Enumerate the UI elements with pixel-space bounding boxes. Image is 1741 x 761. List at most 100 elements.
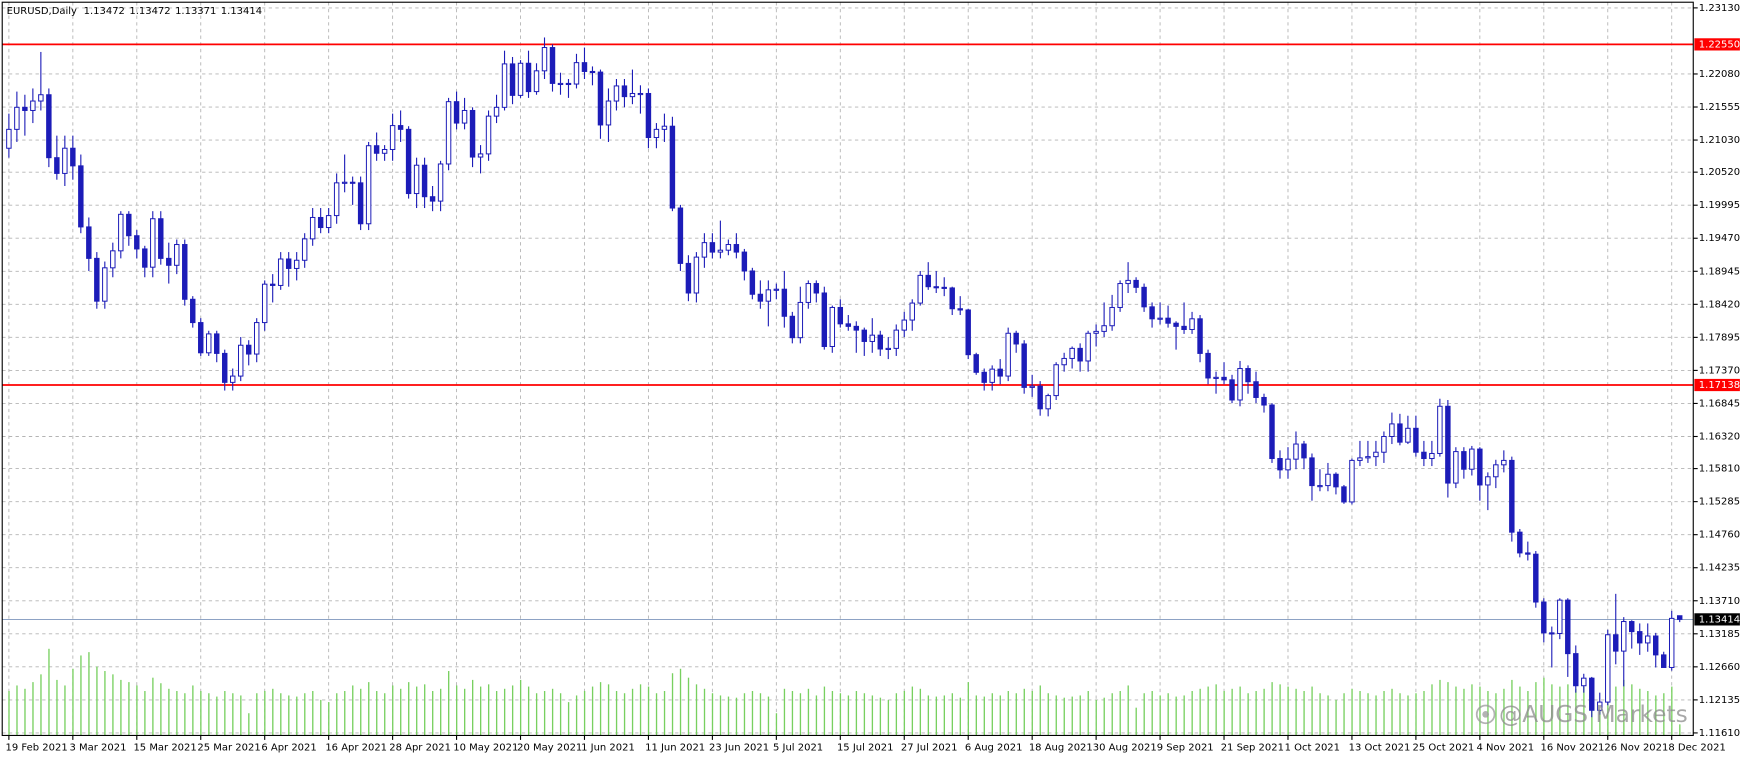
volume-bar <box>1655 695 1657 736</box>
candle-body-bear <box>685 262 692 294</box>
volume-bar <box>1647 691 1649 736</box>
candle-body-bull <box>381 148 388 154</box>
candle-body-bull <box>1085 332 1091 362</box>
volume-bar <box>104 671 106 736</box>
x-tick-label: 23 Jun 2021 <box>709 743 769 754</box>
candle-body-bull <box>389 125 396 150</box>
candle-body-bear <box>1173 322 1179 327</box>
header-close: 1.13414 <box>221 6 262 17</box>
volume-bar <box>376 691 378 736</box>
volume-bar <box>1559 686 1561 736</box>
candle-body-bull <box>1581 677 1587 687</box>
volume-bar <box>975 695 977 736</box>
candle-body-bear <box>877 334 883 350</box>
price-lines-layer <box>2 43 1694 620</box>
axis-labels-layer: 1.23130 1.22080 1.21555 1.21030 1.20520 1.199… <box>6 3 1741 754</box>
watermark-text: @AUGS Markets <box>1499 701 1688 728</box>
candle-body-bear <box>190 298 196 324</box>
volume-bar <box>519 679 522 736</box>
volume-bar <box>671 673 674 736</box>
volume-bar <box>767 696 770 736</box>
volume-bar <box>735 697 738 736</box>
candle-body-bull <box>1557 599 1563 634</box>
candle-body-bear <box>821 292 828 347</box>
y-tick-label: 1.15285 <box>1699 497 1740 508</box>
candle-body-bear <box>749 270 756 295</box>
volume-bar <box>823 686 826 736</box>
candle-body-bear <box>1629 621 1635 633</box>
candle-body-bear <box>1077 347 1083 362</box>
candle-body-bull <box>1325 473 1331 487</box>
candle-body-bull <box>1093 330 1099 334</box>
candle-body-bull <box>1189 318 1195 330</box>
volume-bar <box>695 684 698 736</box>
volume-bar <box>48 648 50 736</box>
volume-bar <box>1303 691 1305 736</box>
volume-bar <box>208 693 210 736</box>
candle-body-bear <box>1149 306 1155 320</box>
x-tick-label: 10 May 2021 <box>453 743 518 754</box>
volume-bar <box>416 686 418 736</box>
volume-bar <box>168 688 170 736</box>
candle-body-bull <box>797 301 804 339</box>
y-tick-label: 1.19995 <box>1699 200 1740 211</box>
volume-bar <box>679 668 682 736</box>
volume-bar <box>1183 695 1185 736</box>
candle-body-bull <box>661 125 668 130</box>
candle-body-bull <box>693 256 700 294</box>
candle-body-bear <box>1445 405 1451 484</box>
volume-bar <box>304 693 306 736</box>
candle-body-bull <box>1349 459 1355 503</box>
volume-bar <box>1367 693 1369 736</box>
volume-bar <box>1055 695 1057 736</box>
candle-body-bear <box>182 244 188 300</box>
volume-bar <box>16 685 18 736</box>
candle-body-bear <box>357 182 364 225</box>
volume-bar <box>935 696 938 736</box>
candle-body-bear <box>22 106 28 111</box>
candle-body-bear <box>1525 552 1531 555</box>
volume-bar <box>1023 688 1025 736</box>
candle-body-bear <box>1037 385 1043 410</box>
candle-body-bear <box>1541 601 1547 634</box>
candle-body-bull <box>1053 364 1059 397</box>
candle-body-bear <box>317 216 324 229</box>
y-tick-label: 1.23130 <box>1699 3 1740 14</box>
candle-body-bear <box>134 235 140 250</box>
candle-body-bull <box>917 274 923 304</box>
candle-body-bear <box>925 274 931 288</box>
volume-bar <box>352 685 354 736</box>
candle-body-bear <box>245 344 252 355</box>
y-tick-label: 1.17895 <box>1699 332 1740 343</box>
volume-bar <box>991 693 993 736</box>
y-tick-label: 1.14760 <box>1699 530 1740 541</box>
volume-bar <box>144 691 146 736</box>
candle-body-bull <box>150 218 156 268</box>
volume-bar <box>216 696 218 736</box>
candle-body-bull <box>1293 443 1299 460</box>
candle-body-bull <box>493 106 500 117</box>
volume-bar <box>775 713 778 736</box>
candle-body-bear <box>86 226 92 259</box>
candle-body-bear <box>677 207 684 264</box>
volume-bar <box>607 684 610 736</box>
volume-bar <box>1391 688 1393 736</box>
volume-bar <box>120 679 122 736</box>
candle-body-bull <box>6 128 12 149</box>
candle-body-bear <box>837 306 844 325</box>
candle-body-bear <box>158 218 164 259</box>
volume-bar <box>192 685 194 736</box>
candle-body-bear <box>142 248 148 268</box>
candle-body-bear <box>1533 553 1539 603</box>
x-tick-label: 30 Aug 2021 <box>1093 743 1157 754</box>
candle-body-bull <box>1381 435 1387 453</box>
candle-body-bull <box>573 62 580 85</box>
volume-bar <box>615 691 618 736</box>
volume-bar <box>1615 686 1617 736</box>
volume-bar <box>1311 686 1313 736</box>
volume-bar <box>312 691 314 736</box>
volume-bar <box>1191 691 1193 736</box>
candle-body-bear <box>1205 352 1211 379</box>
y-tick-label: 1.16845 <box>1699 398 1740 409</box>
